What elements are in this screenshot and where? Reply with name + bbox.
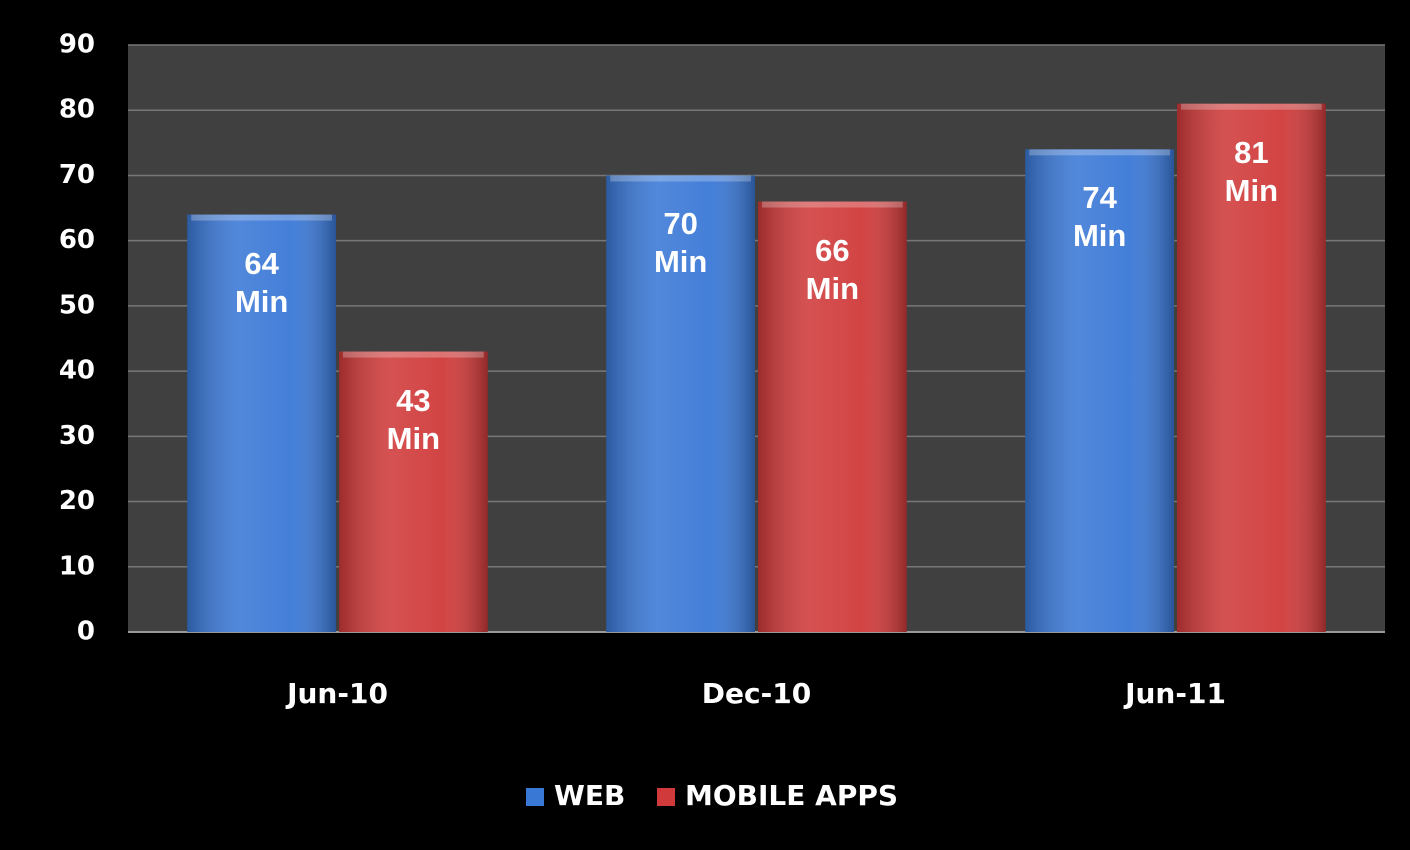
legend-swatch — [526, 788, 544, 806]
bar-cap — [1181, 103, 1322, 110]
y-tick-label: 40 — [59, 356, 95, 386]
value-label: 43 Min — [386, 382, 441, 456]
value-label: 70 Min — [653, 206, 708, 280]
legend-swatch — [657, 788, 675, 806]
y-tick-label: 30 — [59, 421, 95, 451]
bar-shade — [1177, 103, 1326, 632]
bar-shade — [606, 175, 755, 632]
x-tick-label: Dec-10 — [702, 677, 811, 710]
value-label: 81 Min — [1224, 134, 1279, 208]
x-tick-label: Jun-10 — [285, 677, 388, 710]
bar-shade — [758, 201, 907, 633]
y-tick-label: 90 — [59, 30, 95, 60]
y-tick-label: 10 — [59, 551, 95, 581]
legend-label: MOBILE APPS — [685, 779, 898, 812]
bar-cap — [610, 175, 751, 182]
y-tick-label: 0 — [77, 617, 95, 647]
value-label: 74 Min — [1072, 180, 1127, 254]
bar-cap — [1029, 149, 1170, 156]
bar-cap — [762, 201, 903, 208]
y-tick-label: 80 — [59, 95, 95, 125]
y-tick-label: 60 — [59, 225, 95, 255]
value-label: 66 Min — [805, 232, 860, 306]
y-tick-label: 50 — [59, 290, 95, 320]
bar-shade — [187, 214, 336, 633]
legend-label: WEB — [554, 779, 625, 812]
y-tick-label: 20 — [59, 486, 95, 516]
bar-cap — [343, 351, 484, 358]
plot-area — [128, 45, 1385, 632]
y-tick-label: 70 — [59, 160, 95, 190]
bar-cap — [191, 214, 332, 221]
bar-shade — [339, 351, 488, 632]
x-tick-label: Jun-11 — [1123, 677, 1226, 710]
bar-shade — [1025, 149, 1174, 632]
value-label: 64 Min — [234, 245, 289, 319]
